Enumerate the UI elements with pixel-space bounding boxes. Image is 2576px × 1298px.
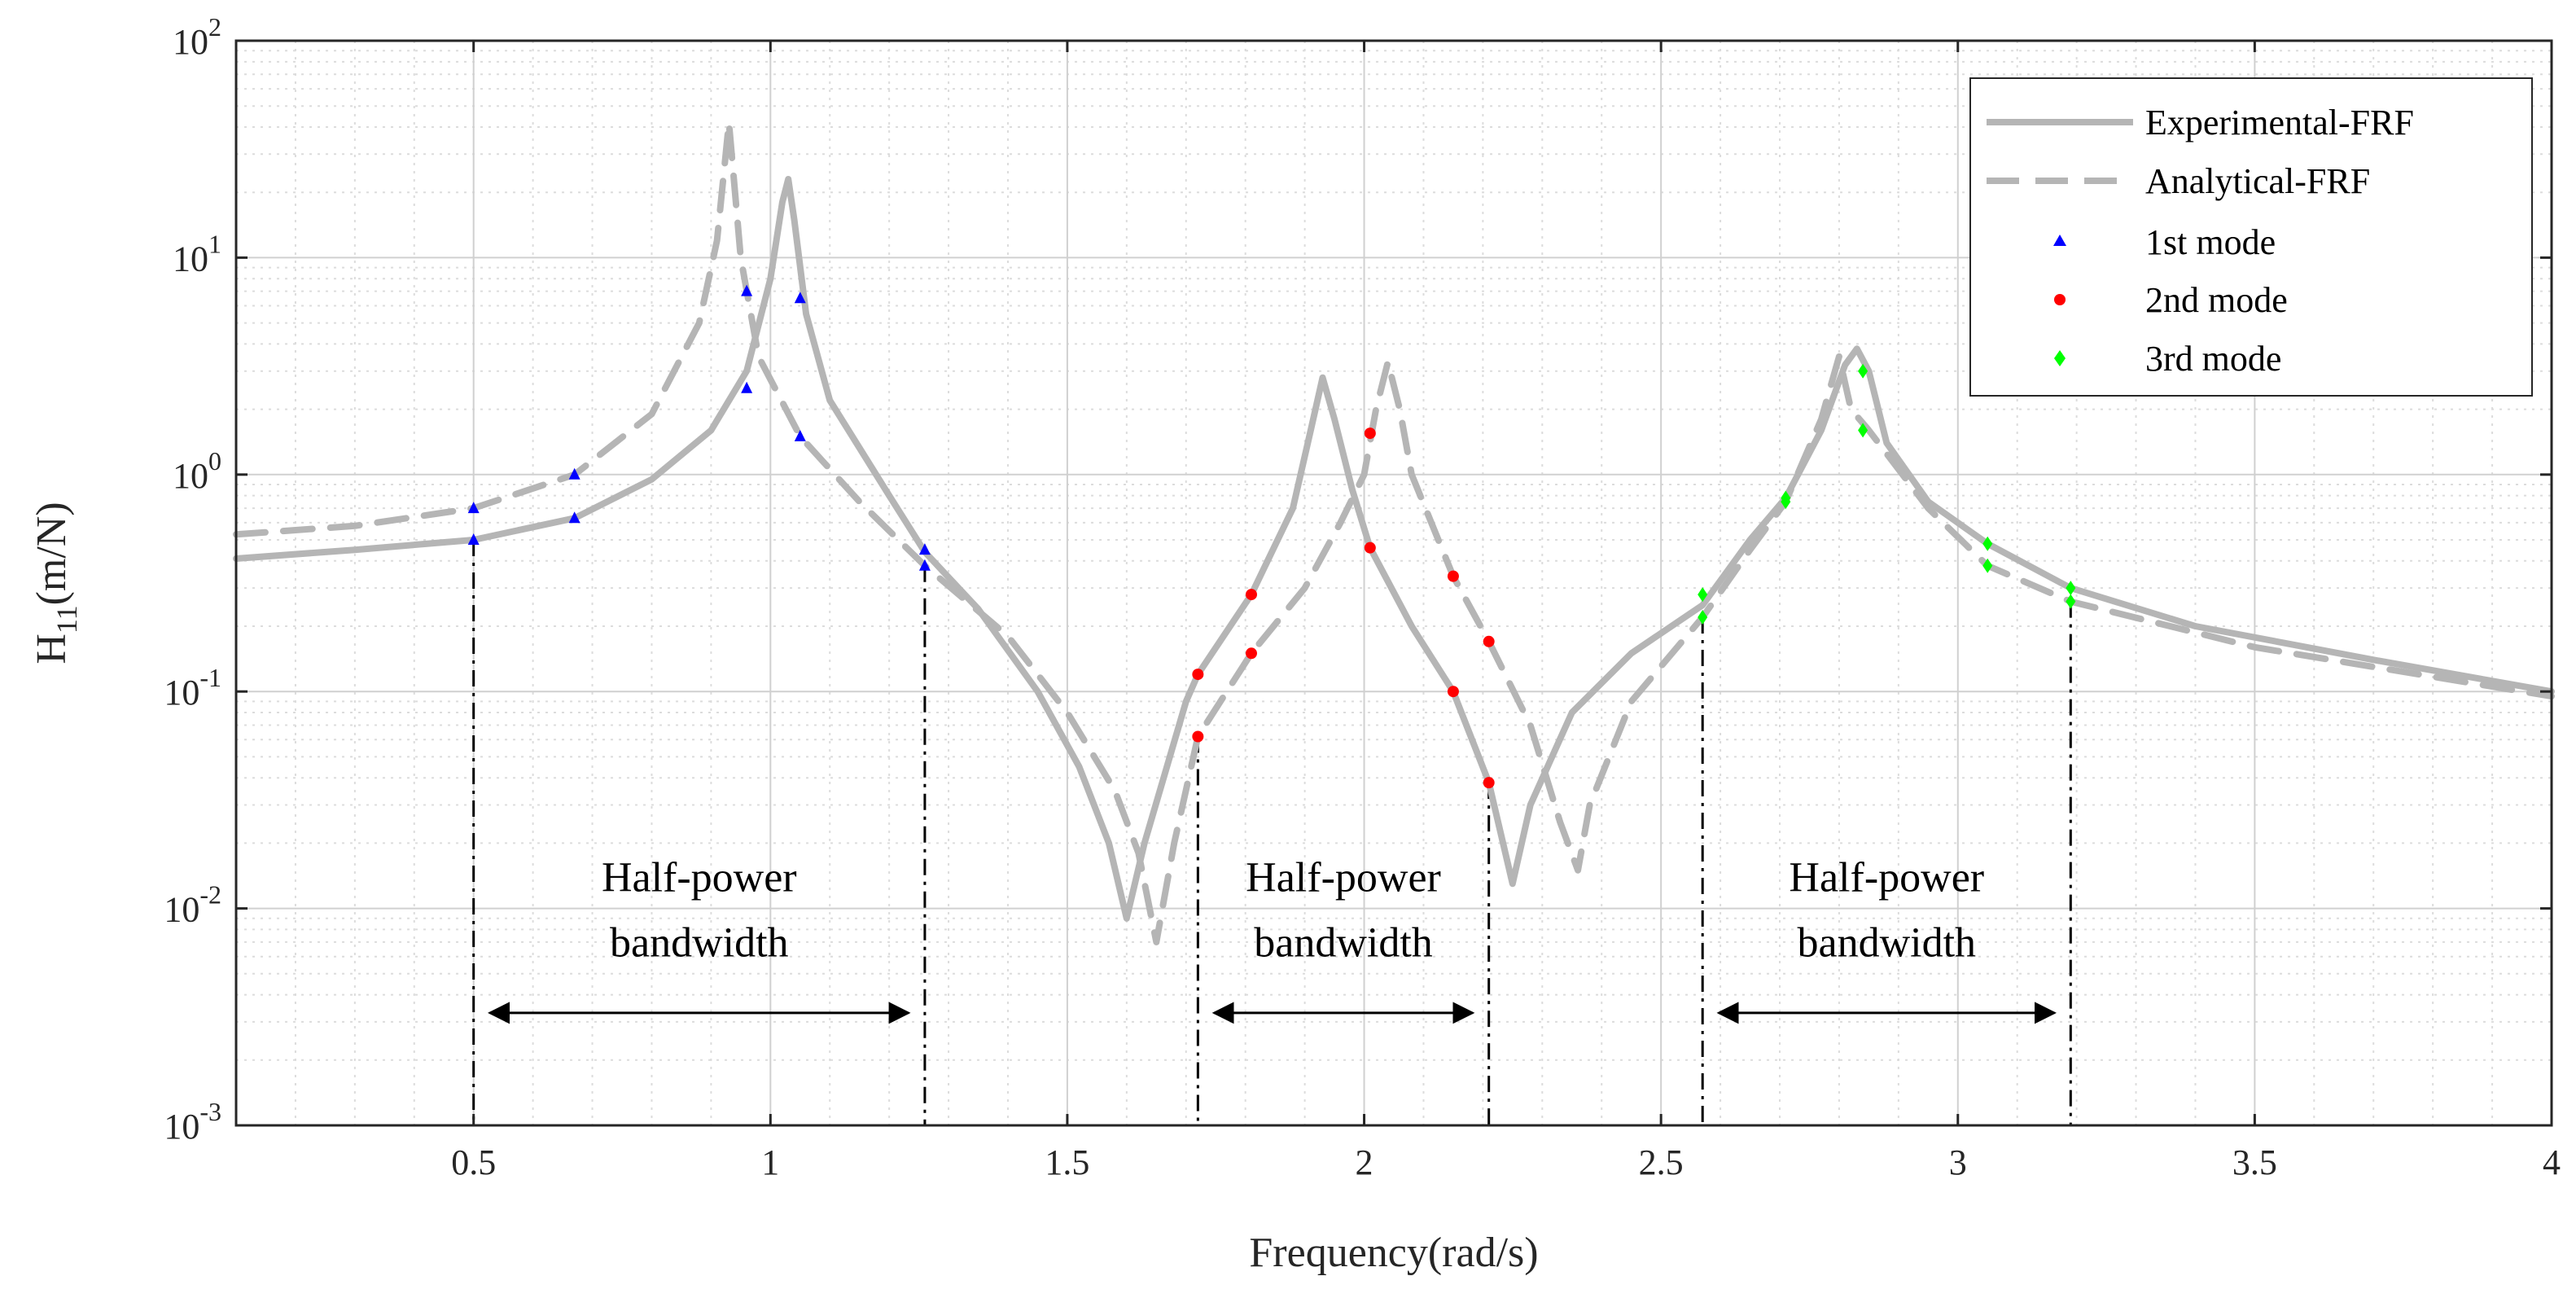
y-tick-label: 100 bbox=[173, 446, 221, 496]
y-axis-title: H11(m/N) bbox=[28, 502, 83, 664]
mode-1-marker bbox=[794, 429, 806, 441]
legend-label-experimental: Experimental-FRF bbox=[2145, 103, 2414, 143]
bandwidth-label-line1: Half-power bbox=[1789, 855, 1984, 901]
x-tick-label: 3.5 bbox=[2232, 1142, 2277, 1182]
bandwidth-label-line2: bandwidth bbox=[1254, 920, 1433, 967]
y-tick-label-base: 10 bbox=[164, 890, 199, 930]
mode-2-marker bbox=[1245, 647, 1257, 660]
mode-3-marker bbox=[2066, 594, 2076, 609]
legend: Experimental-FRF Analytical-FRF 1st mode… bbox=[1969, 77, 2533, 397]
y-tick-label-exponent: -3 bbox=[199, 1097, 221, 1126]
y-tick-label-exponent: 1 bbox=[208, 229, 221, 258]
x-tick-label: 0.5 bbox=[451, 1142, 496, 1182]
mode-markers bbox=[467, 284, 2076, 789]
mode-3-marker bbox=[1781, 490, 1791, 506]
mode-1-marker bbox=[467, 502, 480, 514]
y-tick-label-exponent: -1 bbox=[199, 663, 221, 692]
y-tick-label-exponent: -2 bbox=[199, 880, 221, 910]
legend-label-1st-mode: 1st mode bbox=[2145, 222, 2276, 262]
mode-1-marker bbox=[918, 543, 931, 555]
bandwidth-label-line2: bandwidth bbox=[610, 920, 789, 967]
bandwidth-label-line1: Half-power bbox=[1246, 855, 1441, 901]
x-tick-label: 3 bbox=[1949, 1142, 1967, 1182]
mode-3-marker bbox=[1858, 423, 1868, 438]
x-tick-label: 2 bbox=[1356, 1142, 1373, 1182]
mode-2-marker bbox=[1447, 686, 1459, 698]
mode-3-marker bbox=[1698, 609, 1708, 625]
mode-3-marker bbox=[2066, 581, 2076, 596]
mode-3-marker bbox=[1982, 536, 1993, 551]
y-tick-label: 10-2 bbox=[164, 880, 221, 930]
mode-2-marker bbox=[1483, 635, 1495, 647]
legend-marker-3rd-mode bbox=[2054, 350, 2066, 366]
mode-2-marker bbox=[1192, 730, 1204, 743]
mode-2-marker bbox=[1245, 589, 1257, 601]
y-tick-label-base: 10 bbox=[173, 239, 208, 278]
frf-series bbox=[233, 119, 2555, 945]
mode-1-marker bbox=[794, 292, 806, 304]
y-axis-title-rest: (m/N) bbox=[28, 502, 75, 605]
mode-3-marker bbox=[1982, 558, 1993, 573]
y-tick-label-base: 10 bbox=[164, 673, 199, 713]
x-axis-title: Frequency(rad/s) bbox=[1249, 1230, 1538, 1276]
mode-2-marker bbox=[1192, 669, 1204, 681]
legend-marker-1st-mode bbox=[2053, 235, 2066, 246]
legend-label-analytical: Analytical-FRF bbox=[2145, 161, 2370, 201]
y-tick-label: 10-3 bbox=[164, 1097, 221, 1147]
mode-1-marker bbox=[467, 533, 480, 545]
y-tick-label-base: 10 bbox=[164, 1107, 199, 1147]
mode-2-marker bbox=[1364, 428, 1376, 440]
bandwidth-label-line2: bandwidth bbox=[1797, 920, 1976, 967]
legend-box bbox=[1969, 77, 2533, 397]
x-tick-label: 1 bbox=[761, 1142, 779, 1182]
mode-1-marker bbox=[568, 511, 580, 524]
x-tick-label: 4 bbox=[2543, 1142, 2561, 1182]
legend-label-2nd-mode: 2nd mode bbox=[2145, 280, 2288, 320]
x-tick-label: 2.5 bbox=[1639, 1142, 1684, 1182]
bandwidth-boundary-lines bbox=[472, 539, 2072, 1125]
y-axis-title-sub: 11 bbox=[50, 605, 83, 634]
mode-2-marker bbox=[1483, 777, 1495, 789]
bandwidth-label-line1: Half-power bbox=[602, 855, 797, 901]
x-tick-label: 1.5 bbox=[1045, 1142, 1089, 1182]
experimental-frf-line bbox=[233, 176, 2555, 922]
y-tick-label-base: 10 bbox=[173, 22, 208, 62]
annotations: Half-power bandwidth Half-power bandwidth Ha… bbox=[487, 855, 2057, 1024]
mode-2-marker bbox=[1364, 542, 1376, 554]
mode-1-marker bbox=[918, 559, 931, 571]
y-tick-label-base: 10 bbox=[173, 456, 208, 496]
mode-1-marker bbox=[741, 284, 753, 296]
plot-frame bbox=[234, 39, 2553, 1127]
y-tick-label: 102 bbox=[173, 12, 221, 62]
mode-1-marker bbox=[568, 467, 580, 480]
legend-label-3rd-mode: 3rd mode bbox=[2145, 339, 2281, 379]
legend-marker-2nd-mode bbox=[2054, 294, 2066, 305]
y-tick-label-exponent: 0 bbox=[208, 446, 221, 476]
mode-3-marker bbox=[1858, 363, 1868, 379]
y-tick-label: 10-1 bbox=[164, 663, 221, 713]
y-tick-label: 101 bbox=[173, 229, 221, 278]
y-tick-label-exponent: 2 bbox=[208, 12, 221, 42]
mode-3-marker bbox=[1698, 587, 1708, 603]
y-axis-title-base: H bbox=[28, 634, 75, 664]
mode-1-marker bbox=[741, 381, 753, 393]
analytical-frf-line bbox=[233, 119, 2555, 945]
mode-2-marker bbox=[1447, 570, 1459, 582]
